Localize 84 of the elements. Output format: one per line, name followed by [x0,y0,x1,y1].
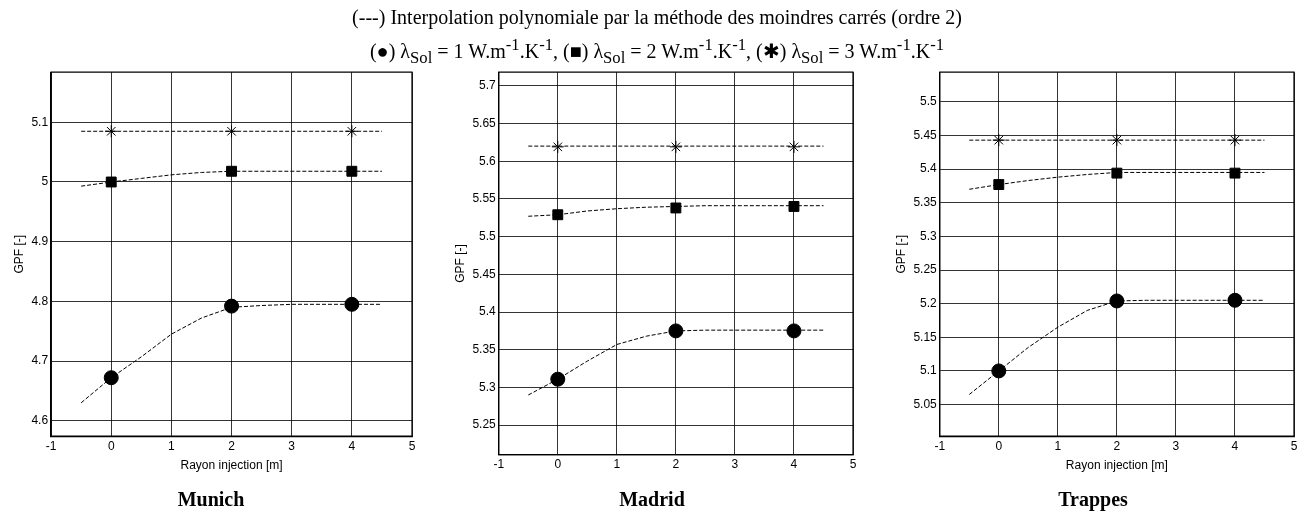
x-tick-label: 0 [995,438,1003,453]
y-tick-label: 4.9 [31,233,49,248]
y-axis-title: GPF [-] [452,244,467,283]
y-tick-label: 5.35 [472,342,497,357]
x-tick-label: -1 [45,438,57,453]
x-tick-label: 5 [849,457,857,472]
point [105,176,117,188]
x-tick-label: 1 [613,457,621,472]
x-tick-label: 5 [1290,438,1298,453]
y-tick-label: 5.5 [920,94,938,109]
y-tick-label: 4.6 [31,413,49,427]
point [104,124,118,138]
text: Munich [177,488,245,511]
y-tick-label: 5.7 [479,78,497,93]
y-tick-label: 5.35 [913,195,938,210]
point [224,298,240,314]
x-tick-label: 3 [288,438,296,453]
x-axis-title: Rayon injection [m] [1065,458,1168,473]
x-tick-label: 0 [107,438,115,453]
y-tick-label: 5.45 [472,266,497,281]
point [786,323,802,339]
x-tick-label: -1 [493,457,505,472]
x-tick-label: 3 [731,457,739,472]
x-axis-title: Rayon injection [m] [180,458,283,473]
x-tick-label: 2 [228,438,236,453]
y-tick-label: 5.5 [479,228,497,243]
y-tick-label: 5.25 [472,417,497,432]
y-tick-label: 5.45 [913,127,938,142]
y-tick-label: 5.6 [479,153,497,168]
x-tick-label: 3 [1172,438,1180,453]
point [1111,167,1123,179]
point [787,140,801,154]
point [992,133,1006,147]
point [670,202,682,214]
y-tick-label: 5.05 [913,396,938,411]
y-tick-label: 5.65 [472,115,497,130]
point [668,323,684,339]
x-tick-label: 1 [1054,438,1062,453]
point [226,165,237,177]
y-tick-label: 5.2 [920,295,938,310]
point [788,201,800,212]
y-tick-label: 5 [41,174,49,189]
y-tick-label: 4.7 [31,353,49,368]
point [1110,133,1124,147]
text: Trappes [1058,488,1129,512]
point [1109,293,1125,309]
point [551,140,565,154]
y-tick-label: 5.4 [920,161,938,176]
y-tick-label: 5.25 [913,262,938,277]
point [993,179,1005,191]
y-tick-label: 5.55 [472,191,497,206]
point [344,296,360,312]
x-tick-label: 2 [1113,438,1121,453]
point [1227,292,1243,308]
x-tick-label: 2 [672,457,680,472]
x-tick-label: 0 [554,457,562,472]
point [345,124,359,138]
x-tick-label: -1 [934,438,946,453]
text: (●) λ$_{Sol}$ = 1 W.m$^{-1}$.K$^{-1}$, (■) λ$_{Sol}$ = 2 W.m$^{-1}$.K$^{-1}$, (✱) λ$_{Sol}$ = 3 W.m$^{-1}$.K$^{-1}$ [369,35,945,67]
point [1229,167,1241,179]
y-tick-label: 5.1 [920,363,938,378]
x-tick-label: 4 [348,438,356,453]
x-tick-label: 4 [1231,438,1239,453]
x-tick-label: 5 [408,438,416,453]
x-tick-label: 4 [790,457,798,472]
y-tick-label: 5.3 [920,228,938,243]
y-tick-label: 5.15 [913,329,938,344]
x-tick-label: 1 [168,438,176,453]
y-tick-label: 5.1 [31,114,49,129]
point [669,140,683,154]
y-tick-label: 4.8 [31,293,49,308]
text: Madrid [619,488,685,511]
point [1228,133,1242,147]
point [346,165,358,177]
y-axis-title: GPF [-] [11,234,26,274]
text: (---) Interpolation polynomiale par la méthode des moindres carrés (ordre 2) [351,5,963,31]
point [103,370,119,386]
point [991,363,1007,379]
y-tick-label: 5.4 [479,304,497,319]
point [552,209,564,221]
point [225,124,239,138]
y-axis-title: GPF [-] [893,234,908,274]
point [550,371,566,387]
y-tick-label: 5.3 [479,379,497,394]
